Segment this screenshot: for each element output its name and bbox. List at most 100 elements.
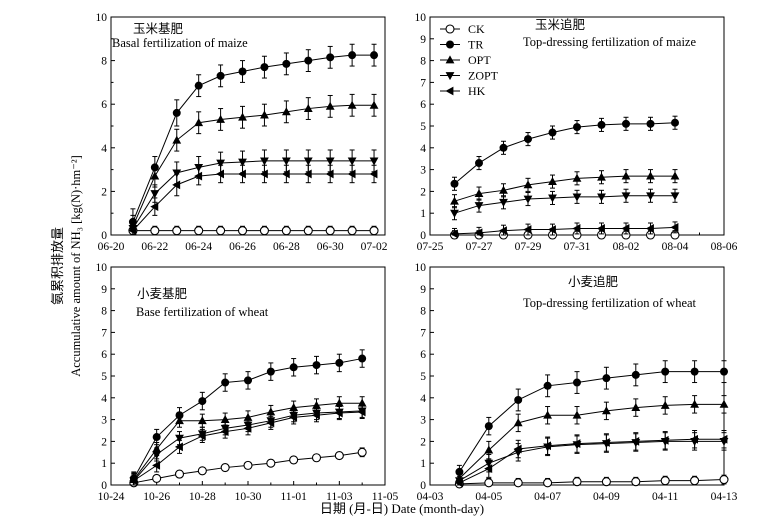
data-point: [289, 403, 299, 412]
data-point: [303, 103, 313, 112]
data-point: [597, 120, 606, 129]
y-tick-label: 0: [420, 480, 426, 492]
data-point: [150, 163, 159, 172]
data-point: [449, 229, 458, 239]
data-point: [621, 224, 630, 233]
y-tick-label: 6: [101, 99, 107, 111]
series-opt: [455, 395, 729, 486]
x-tick-label: 04-07: [534, 491, 561, 503]
data-point: [243, 460, 253, 470]
data-point: [597, 193, 606, 202]
series-line: [454, 175, 675, 202]
data-point: [455, 467, 464, 476]
x-tick-label: 04-13: [711, 491, 738, 503]
data-point: [172, 169, 182, 178]
data-point: [174, 469, 185, 479]
data-point: [289, 455, 299, 465]
x-tick-label: 10-30: [235, 491, 262, 503]
data-point: [690, 399, 699, 408]
panel-title-cn: 玉米追肥: [535, 17, 586, 32]
x-tick-label: 06-22: [141, 241, 168, 253]
series-zopt: [128, 149, 379, 236]
data-point: [281, 226, 291, 236]
data-point: [622, 119, 630, 128]
data-point: [499, 143, 508, 152]
data-point: [216, 71, 225, 80]
data-point: [194, 164, 204, 173]
data-point: [237, 226, 248, 236]
data-point: [197, 416, 207, 425]
data-point: [325, 157, 335, 166]
data-point: [543, 410, 552, 419]
series-tr: [128, 43, 379, 236]
data-point: [369, 157, 379, 166]
x-tick-label: 08-06: [711, 241, 738, 253]
y-tick-label: 7: [420, 327, 426, 339]
data-point: [450, 196, 459, 205]
series-hk: [128, 164, 378, 236]
data-point: [602, 406, 611, 415]
data-point: [172, 135, 182, 144]
y-tick-label: 0: [101, 480, 107, 492]
legend-item-opt: OPT: [440, 53, 491, 67]
data-point: [221, 378, 230, 387]
data-point: [347, 100, 357, 109]
data-point: [646, 171, 655, 180]
data-point: [475, 159, 483, 168]
legend-label: OPT: [468, 53, 491, 67]
data-point: [670, 222, 679, 232]
x-tick-label: 06-26: [229, 241, 256, 253]
panel-title-en: Top-dressing fertilization of wheat: [523, 296, 697, 310]
x-tick-label: 06-30: [317, 241, 344, 253]
data-point: [543, 381, 552, 390]
data-point: [197, 430, 207, 439]
data-point: [172, 180, 181, 190]
data-point: [631, 439, 641, 448]
y-tick-label: 4: [101, 143, 107, 155]
data-point: [172, 108, 181, 117]
data-point: [671, 118, 679, 127]
data-point: [129, 474, 138, 483]
legend-label: TR: [468, 38, 483, 52]
series-opt: [129, 396, 367, 486]
x-tick-label: 07-29: [515, 241, 542, 253]
y-tick-label: 0: [101, 230, 107, 242]
data-point: [348, 51, 357, 60]
y-tick-label: 7: [420, 77, 426, 89]
data-point: [281, 169, 290, 179]
data-point: [311, 453, 322, 463]
data-point: [621, 192, 631, 201]
data-point: [150, 226, 160, 236]
legend-item-hk: HK: [440, 84, 486, 98]
x-tick-label: 11-03: [326, 491, 353, 503]
x-tick-label: 10-26: [143, 491, 170, 503]
data-point: [513, 418, 523, 427]
data-point: [369, 226, 379, 236]
data-point: [303, 226, 313, 236]
panel-title-en: Basal fertilization of maize: [112, 36, 248, 50]
x-tick-label: 04-09: [593, 491, 620, 503]
data-point: [690, 476, 700, 486]
data-point: [334, 451, 344, 461]
data-point: [220, 424, 230, 433]
data-point: [596, 224, 605, 233]
data-point: [335, 358, 344, 367]
data-point: [357, 398, 367, 407]
data-point: [194, 226, 204, 236]
data-point: [660, 438, 670, 446]
data-point: [572, 410, 582, 419]
data-point: [128, 217, 137, 226]
data-point: [572, 193, 582, 202]
data-point: [238, 67, 247, 76]
x-tick-label: 07-25: [417, 241, 444, 253]
series-zopt: [450, 188, 680, 221]
panel-title-cn: 小麦追肥: [568, 274, 619, 289]
y-tick-label: 8: [101, 56, 107, 68]
data-point: [498, 226, 507, 236]
legend-label: ZOPT: [468, 69, 499, 83]
y-tick-label: 2: [101, 186, 107, 198]
data-point: [357, 447, 367, 457]
x-tick-label: 04-03: [417, 491, 444, 503]
